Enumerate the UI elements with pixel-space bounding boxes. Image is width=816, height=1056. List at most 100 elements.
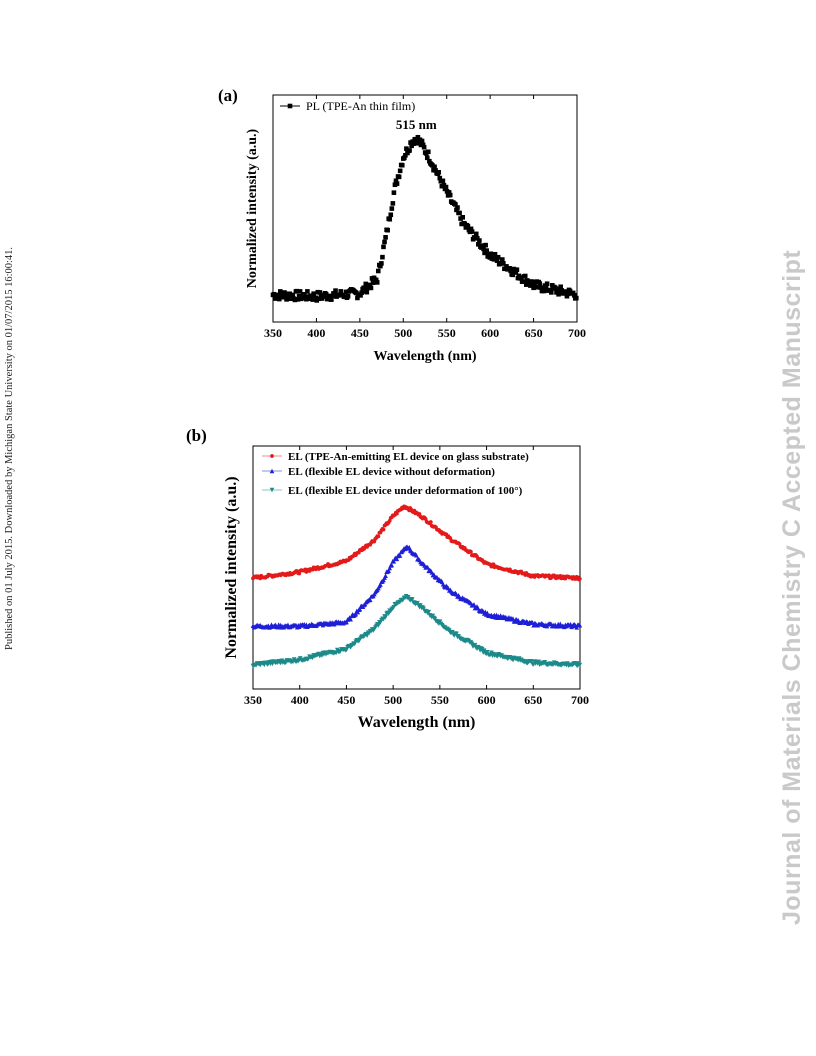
data-point <box>525 278 530 283</box>
data-point <box>574 625 580 630</box>
data-point <box>469 229 475 234</box>
x-tick-label: 600 <box>481 326 499 340</box>
data-point <box>381 244 386 250</box>
data-point <box>570 290 576 296</box>
data-point <box>292 297 298 303</box>
data-point <box>450 629 455 635</box>
data-point <box>359 290 364 296</box>
data-point <box>363 281 369 287</box>
data-point <box>380 254 385 260</box>
data-point <box>295 297 301 302</box>
data-point <box>510 272 516 278</box>
x-axis-title: Wavelength (nm) <box>373 349 476 364</box>
data-point <box>535 284 541 290</box>
data-point <box>276 296 282 302</box>
data-point <box>417 512 422 516</box>
x-axis-title: Wavelength (nm) <box>358 714 476 731</box>
data-point <box>421 144 427 150</box>
data-point <box>500 257 505 262</box>
data-point <box>455 205 460 210</box>
data-point <box>382 239 387 245</box>
x-tick-label: 450 <box>337 693 355 707</box>
data-point <box>338 289 344 294</box>
data-point <box>385 227 390 233</box>
data-point <box>383 573 388 578</box>
data-point <box>357 606 363 612</box>
data-point <box>332 291 337 296</box>
data-point <box>393 178 399 184</box>
data-point <box>403 153 408 158</box>
x-tick-label: 550 <box>438 326 456 340</box>
data-point <box>396 174 402 180</box>
data-point <box>507 266 512 271</box>
data-point <box>402 155 407 161</box>
x-tick-label: 700 <box>571 693 589 707</box>
x-tick-label: 700 <box>568 326 586 340</box>
data-point <box>281 294 286 300</box>
data-point <box>304 296 309 302</box>
data-point <box>399 162 405 168</box>
data-point <box>387 216 393 222</box>
data-point <box>564 293 570 299</box>
x-tick-label: 550 <box>431 693 449 707</box>
legend-label: EL (flexible EL device under deformation… <box>288 485 523 497</box>
data-point <box>333 288 338 293</box>
data-point <box>287 103 293 109</box>
data-point <box>477 238 482 243</box>
data-point <box>348 616 353 622</box>
data-point <box>414 552 419 558</box>
data-point <box>447 192 453 198</box>
x-tick-label: 350 <box>264 326 282 340</box>
data-point <box>567 288 573 294</box>
data-point <box>457 210 462 216</box>
data-point <box>368 285 374 291</box>
data-point <box>514 267 520 272</box>
data-point <box>381 577 386 583</box>
data-point <box>378 582 383 587</box>
data-point <box>391 559 397 564</box>
data-point <box>529 659 534 664</box>
data-point <box>577 662 583 668</box>
data-point <box>483 242 488 248</box>
data-point <box>389 562 395 568</box>
plot-frame <box>272 94 578 323</box>
data-point <box>489 650 494 656</box>
data-point <box>379 261 384 266</box>
data-point <box>297 289 303 294</box>
data-point <box>480 243 485 248</box>
legend-label: EL (flexible EL device without deformati… <box>288 466 495 478</box>
data-point <box>391 190 397 195</box>
data-point <box>536 659 542 665</box>
data-point <box>305 289 310 294</box>
data-point <box>415 134 421 140</box>
data-point <box>374 280 380 285</box>
x-tick-label: 600 <box>478 693 496 707</box>
data-point <box>355 609 361 615</box>
data-point <box>407 148 412 153</box>
data-point <box>270 454 274 458</box>
data-point <box>547 573 551 578</box>
data-point <box>364 289 370 295</box>
x-tick-label: 500 <box>394 326 412 340</box>
data-point <box>311 291 316 296</box>
data-point <box>288 296 294 302</box>
data-point <box>508 268 513 274</box>
x-tick-label: 650 <box>524 693 542 707</box>
data-point <box>492 251 498 257</box>
data-point <box>294 288 300 294</box>
data-point <box>397 168 403 174</box>
data-point <box>522 273 528 279</box>
data-point <box>345 293 351 299</box>
y-axis-title: Normalized intensity (a.u.) <box>223 476 240 658</box>
data-point <box>453 202 458 207</box>
data-point <box>394 181 400 186</box>
data-point <box>479 647 485 652</box>
data-point <box>577 576 582 581</box>
data-point <box>277 289 283 294</box>
data-point <box>484 248 489 253</box>
data-point <box>481 246 486 252</box>
data-point <box>275 292 281 298</box>
data-point <box>420 142 426 148</box>
data-point <box>433 168 438 173</box>
data-point <box>411 141 417 146</box>
